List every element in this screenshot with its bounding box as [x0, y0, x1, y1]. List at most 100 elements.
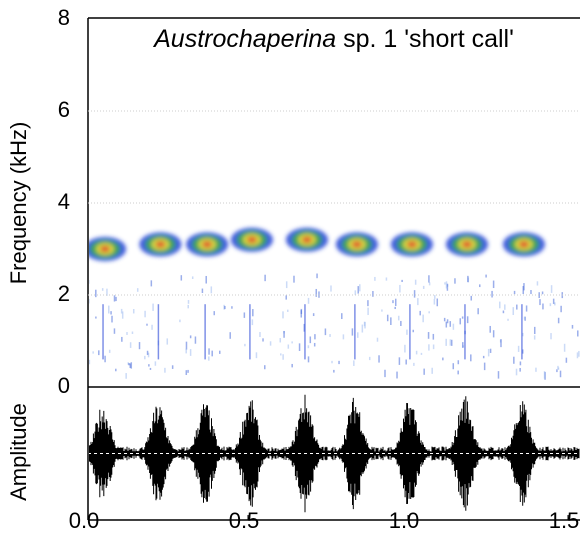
noise [543, 371, 546, 379]
call [186, 232, 229, 257]
noise [398, 357, 401, 365]
noise [146, 350, 149, 355]
noise [189, 335, 192, 339]
noise [449, 321, 452, 327]
noise [428, 344, 430, 351]
noise [431, 367, 433, 374]
noise [264, 365, 266, 370]
noise [187, 300, 190, 304]
noise [381, 309, 383, 312]
noise [282, 354, 284, 360]
noise [342, 334, 345, 340]
noise [396, 371, 398, 379]
noise [89, 359, 91, 365]
noise [282, 311, 284, 319]
noise [329, 334, 331, 337]
noise [492, 280, 495, 289]
noise [445, 338, 447, 346]
noise [457, 370, 459, 375]
noise [482, 355, 485, 359]
noise [318, 291, 320, 298]
noise [252, 309, 254, 317]
noise [374, 276, 376, 281]
noise [487, 348, 490, 357]
noise [541, 291, 544, 295]
noise [285, 281, 288, 289]
noise [412, 329, 415, 333]
y-tick-label: 6 [58, 97, 70, 122]
noise [338, 360, 340, 365]
noise [324, 328, 327, 336]
noise [577, 330, 579, 337]
noise [287, 344, 290, 349]
noise [428, 275, 430, 283]
noise [104, 355, 106, 363]
call-energy [100, 245, 111, 253]
noise [450, 339, 453, 346]
noise [442, 357, 444, 361]
x-tick-label: 1.5 [549, 508, 580, 533]
noise [392, 300, 394, 304]
noise [149, 367, 152, 370]
noise [433, 298, 436, 305]
x-tick-label: 1.0 [389, 508, 420, 533]
noise [539, 299, 541, 306]
noise [131, 331, 134, 334]
noise [420, 352, 423, 355]
noise [130, 362, 133, 369]
call [139, 232, 182, 257]
y-tick-label: 4 [58, 189, 70, 214]
noise [291, 341, 293, 344]
noise [422, 314, 424, 323]
noise [150, 280, 153, 287]
noise [436, 298, 439, 307]
call [285, 227, 328, 252]
waveform [89, 394, 580, 513]
noise [446, 319, 449, 324]
noise [154, 361, 157, 366]
noise [502, 310, 505, 314]
noise [164, 367, 166, 373]
noise [445, 321, 448, 328]
noise [467, 275, 469, 283]
noise [470, 295, 473, 301]
noise [519, 361, 522, 366]
noise [535, 367, 537, 372]
noise [549, 303, 552, 307]
noise [428, 311, 430, 314]
noise [264, 274, 266, 282]
y-tick-label: 0 [58, 373, 70, 398]
noise [492, 330, 495, 338]
noise [459, 318, 461, 325]
noise [452, 363, 455, 370]
noise [364, 321, 366, 329]
noise [522, 332, 524, 337]
noise [262, 338, 264, 342]
noise [477, 308, 479, 315]
noise [298, 343, 301, 351]
noise [462, 342, 464, 348]
noise [210, 286, 213, 294]
noise [552, 298, 555, 304]
call [335, 232, 378, 257]
noise [497, 371, 500, 379]
noise [333, 369, 335, 373]
noise [231, 306, 233, 309]
noise [126, 332, 128, 335]
noise [454, 278, 456, 284]
noise [470, 354, 472, 362]
noise [394, 298, 397, 307]
noise [138, 342, 141, 350]
call-energy [351, 240, 362, 248]
noise [300, 310, 303, 318]
noise [372, 291, 374, 297]
noise [115, 296, 117, 302]
noise [129, 363, 131, 368]
noise [224, 305, 226, 310]
noise [144, 310, 146, 318]
noise [434, 295, 436, 299]
noise [367, 300, 369, 307]
noise [219, 350, 221, 354]
noise [171, 365, 174, 369]
noise [401, 279, 403, 283]
